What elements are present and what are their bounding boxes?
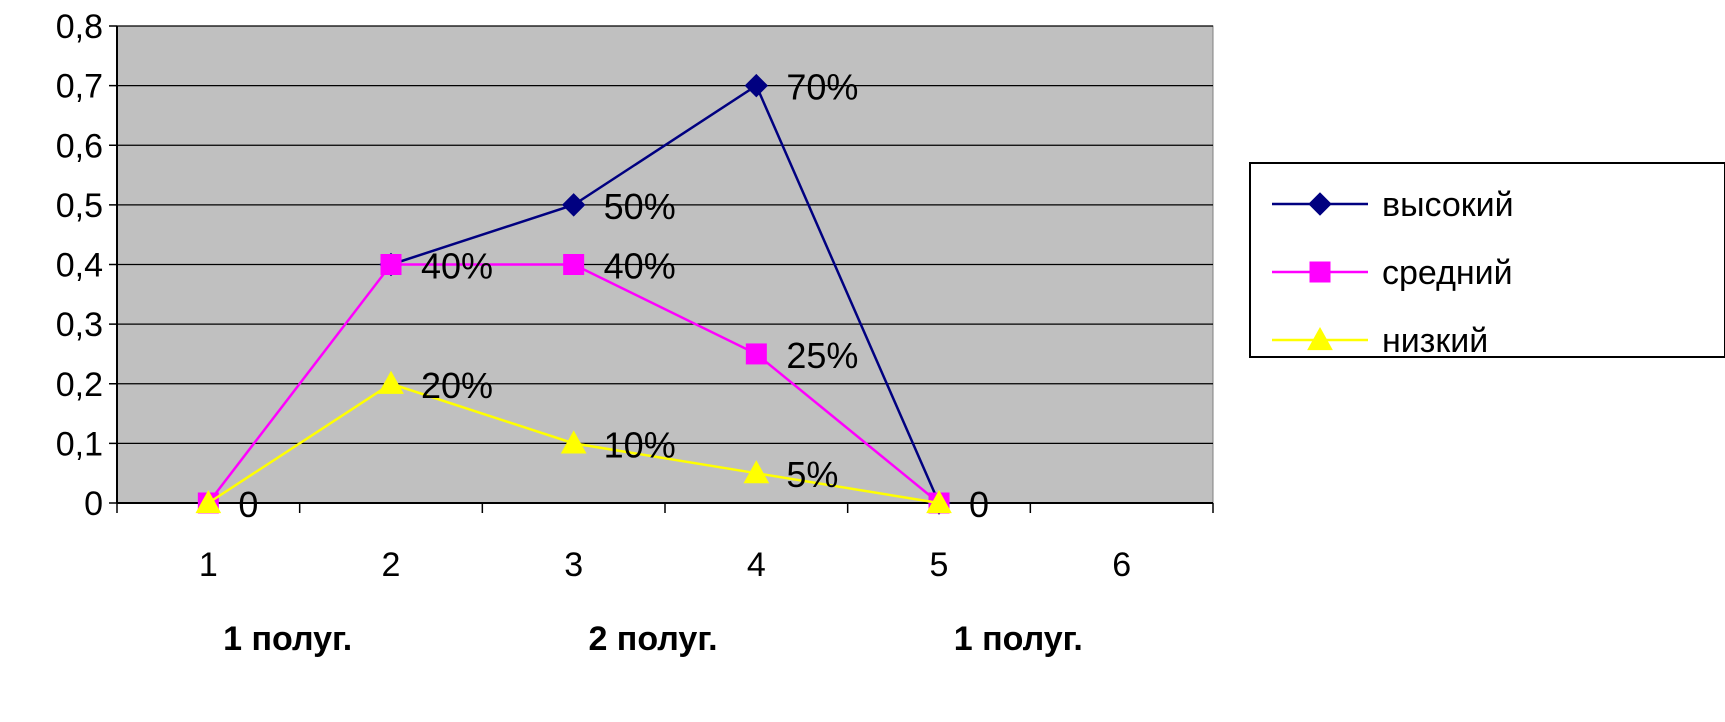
y-tick-label: 0,7	[56, 68, 103, 106]
marker-square	[563, 254, 585, 275]
marker-triangle	[743, 460, 770, 484]
data-label: 0	[238, 484, 258, 525]
marker-triangle	[560, 430, 587, 454]
legend-label: низкий	[1382, 322, 1488, 360]
data-label: 40%	[421, 246, 493, 287]
series-triangle	[195, 370, 952, 514]
legend-item: низкий	[1272, 322, 1488, 360]
legend-box	[1249, 162, 1725, 358]
plot-area	[116, 25, 1214, 504]
legend-item: высокий	[1272, 186, 1514, 224]
series-line	[390, 83, 941, 504]
marker-diamond	[1308, 192, 1332, 216]
period-label: 2 полуг.	[588, 620, 717, 658]
data-labels: 50% 70% 40% 40% 25% 0 20% 10% 5% 0	[238, 67, 989, 525]
marker-square	[1309, 261, 1331, 283]
marker-triangle	[926, 489, 952, 514]
marker-diamond	[744, 73, 769, 98]
legend-label: высокий	[1382, 186, 1514, 224]
marker-square	[745, 343, 767, 365]
series-group	[195, 73, 952, 515]
marker-square	[380, 254, 402, 275]
y-tick-label: 0,5	[56, 187, 103, 225]
y-tick-label: 0,8	[56, 8, 103, 46]
x-tick-label: 4	[747, 546, 766, 584]
data-label: 70%	[786, 67, 858, 108]
axes: 0 0,1 0,2 0,3 0,4 0,5 0,6 0,7 0,8 1 2 3 4 5 6 1 полуг. 2…	[56, 8, 1214, 658]
y-tick-label: 0,4	[56, 247, 103, 285]
marker-diamond	[561, 193, 586, 217]
data-label: 40%	[604, 246, 676, 287]
data-label: 20%	[421, 365, 493, 406]
y-tick-label: 0,3	[56, 306, 103, 344]
marker-triangle	[378, 370, 404, 394]
period-label: 1 полуг.	[954, 620, 1083, 658]
y-tick-label: 0,1	[56, 425, 103, 463]
y-tick-label: 0,6	[56, 127, 103, 165]
data-label: 0	[969, 484, 989, 525]
legend-label: средний	[1382, 254, 1513, 292]
x-tick-label: 5	[930, 546, 949, 584]
marker-triangle	[195, 489, 222, 514]
x-tick-label: 6	[1112, 546, 1131, 584]
legend: высокий средний низкий	[1249, 162, 1725, 360]
x-tick-label: 2	[382, 546, 401, 584]
legend-item: средний	[1272, 254, 1513, 292]
data-label: 50%	[604, 186, 676, 227]
data-label: 5%	[786, 454, 838, 495]
x-tick-label: 3	[564, 546, 583, 584]
marker-triangle	[1307, 326, 1333, 351]
y-tick-label: 0	[84, 485, 103, 523]
y-tick-label: 0,2	[56, 366, 103, 404]
period-label: 1 полуг.	[223, 620, 352, 658]
x-tick-label: 1	[199, 546, 218, 584]
data-label: 25%	[786, 335, 858, 376]
data-label: 10%	[604, 424, 676, 465]
